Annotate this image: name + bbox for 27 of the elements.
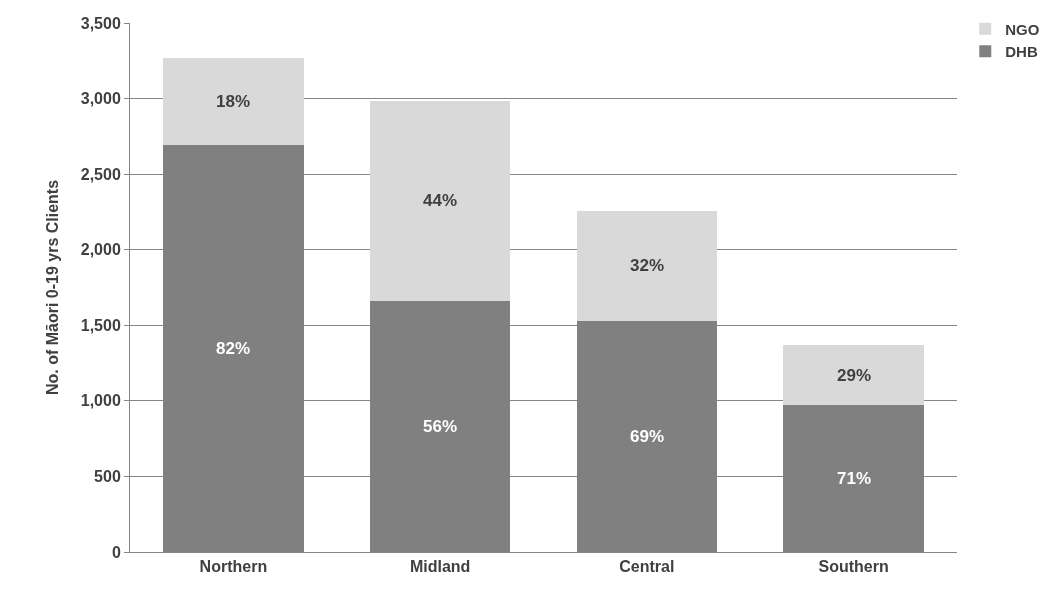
annotation: 29% (837, 366, 872, 385)
bar (783, 344, 924, 406)
y-tick-label: 500 (94, 468, 121, 486)
y-tick-label: 0 (111, 543, 121, 561)
annotation: 82% (216, 339, 251, 358)
y-tick-label: 3,000 (80, 90, 121, 108)
y-tick-label: 1,500 (80, 316, 121, 334)
y-tick-label: 1,000 (80, 392, 121, 410)
y-axis-title: No. of Māori 0-19 yrs Clients (43, 179, 61, 396)
annotation: 44% (423, 191, 458, 210)
annotation: 71% (837, 469, 872, 488)
bar (163, 57, 304, 145)
annotation: 18% (216, 92, 251, 111)
x-tick-label: Northern (199, 558, 268, 576)
bar (369, 100, 511, 302)
bar (576, 211, 718, 321)
x-tick-label: Southern (818, 558, 889, 576)
x-tick-label: Central (619, 558, 675, 576)
annotation: 69% (630, 427, 665, 446)
legend-label: NGO (1005, 20, 1040, 38)
y-tick-label: 2,500 (80, 165, 121, 183)
annotation: 32% (630, 256, 665, 275)
annotation: 56% (423, 417, 458, 436)
y-tick-label: 2,000 (80, 241, 121, 259)
y-tick-label: 3,500 (80, 14, 121, 32)
x-tick-label: Midland (409, 558, 471, 576)
legend-label: DHB (1005, 43, 1038, 61)
